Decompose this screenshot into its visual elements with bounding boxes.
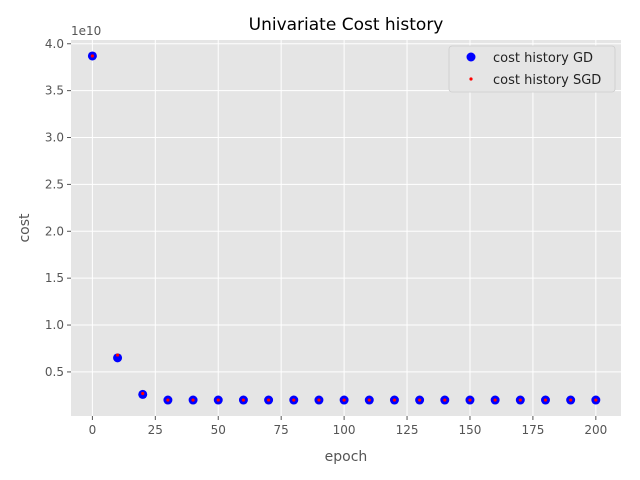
sgd-point	[418, 398, 422, 402]
y-tick-label: 1.5	[45, 271, 64, 285]
x-axis-label: epoch	[325, 449, 368, 465]
sgd-point	[367, 398, 371, 402]
legend-label-sgd: cost history SGD	[493, 73, 601, 88]
grid-lines	[71, 40, 621, 416]
sgd-point	[468, 398, 472, 402]
y-tick-label: 3.0	[45, 131, 64, 145]
sgd-point	[115, 353, 120, 357]
y-tick-label: 4.0	[45, 37, 64, 51]
gd-point	[113, 353, 123, 363]
legend-label-gd: cost history GD	[493, 51, 593, 66]
x-tick-label: 175	[521, 423, 544, 437]
legend-marker-sgd	[469, 77, 473, 81]
legend-marker-gd	[466, 52, 476, 62]
x-axis-ticks: 0 25 50 75 100 125 150 175 200	[89, 416, 607, 437]
sgd-point	[241, 398, 246, 402]
sgd-point	[543, 398, 548, 402]
sgd-point	[443, 398, 447, 402]
sgd-point	[166, 398, 170, 402]
sgd-point	[594, 398, 598, 402]
sgd-point	[392, 398, 397, 402]
y-axis-offset-label: 1e10	[71, 24, 101, 38]
y-tick-label: 3.5	[45, 84, 64, 98]
sgd-point	[569, 398, 573, 402]
x-tick-label: 150	[459, 423, 482, 437]
x-tick-label: 50	[211, 423, 226, 437]
sgd-point	[266, 398, 271, 402]
sgd-point	[90, 54, 94, 58]
x-tick-label: 25	[148, 423, 163, 437]
y-tick-label: 2.5	[45, 177, 64, 191]
y-axis-label: cost	[17, 213, 33, 243]
sgd-point	[216, 398, 220, 402]
y-tick-label: 1.0	[45, 318, 64, 332]
y-axis-ticks: 0.5 1.0 1.5 2.0 2.5 3.0 3.5 4.0	[45, 37, 71, 379]
y-tick-label: 2.0	[45, 224, 64, 238]
x-tick-label: 100	[333, 423, 356, 437]
x-tick-label: 75	[274, 423, 289, 437]
sgd-point	[191, 398, 195, 402]
plot-area	[71, 40, 621, 416]
chart-title: Univariate Cost history	[249, 15, 444, 35]
series-layer	[87, 51, 601, 405]
sgd-point	[141, 391, 145, 396]
x-tick-label: 0	[89, 423, 97, 437]
sgd-point	[292, 398, 296, 402]
sgd-point	[518, 398, 522, 402]
legend-box	[448, 45, 616, 93]
x-tick-label: 125	[396, 423, 419, 437]
sgd-point	[317, 398, 321, 402]
sgd-point	[493, 398, 497, 402]
y-tick-label: 0.5	[45, 365, 64, 379]
x-tick-label: 200	[584, 423, 607, 437]
sgd-point	[342, 398, 346, 402]
legend: cost history GD cost history SGD	[448, 45, 616, 93]
